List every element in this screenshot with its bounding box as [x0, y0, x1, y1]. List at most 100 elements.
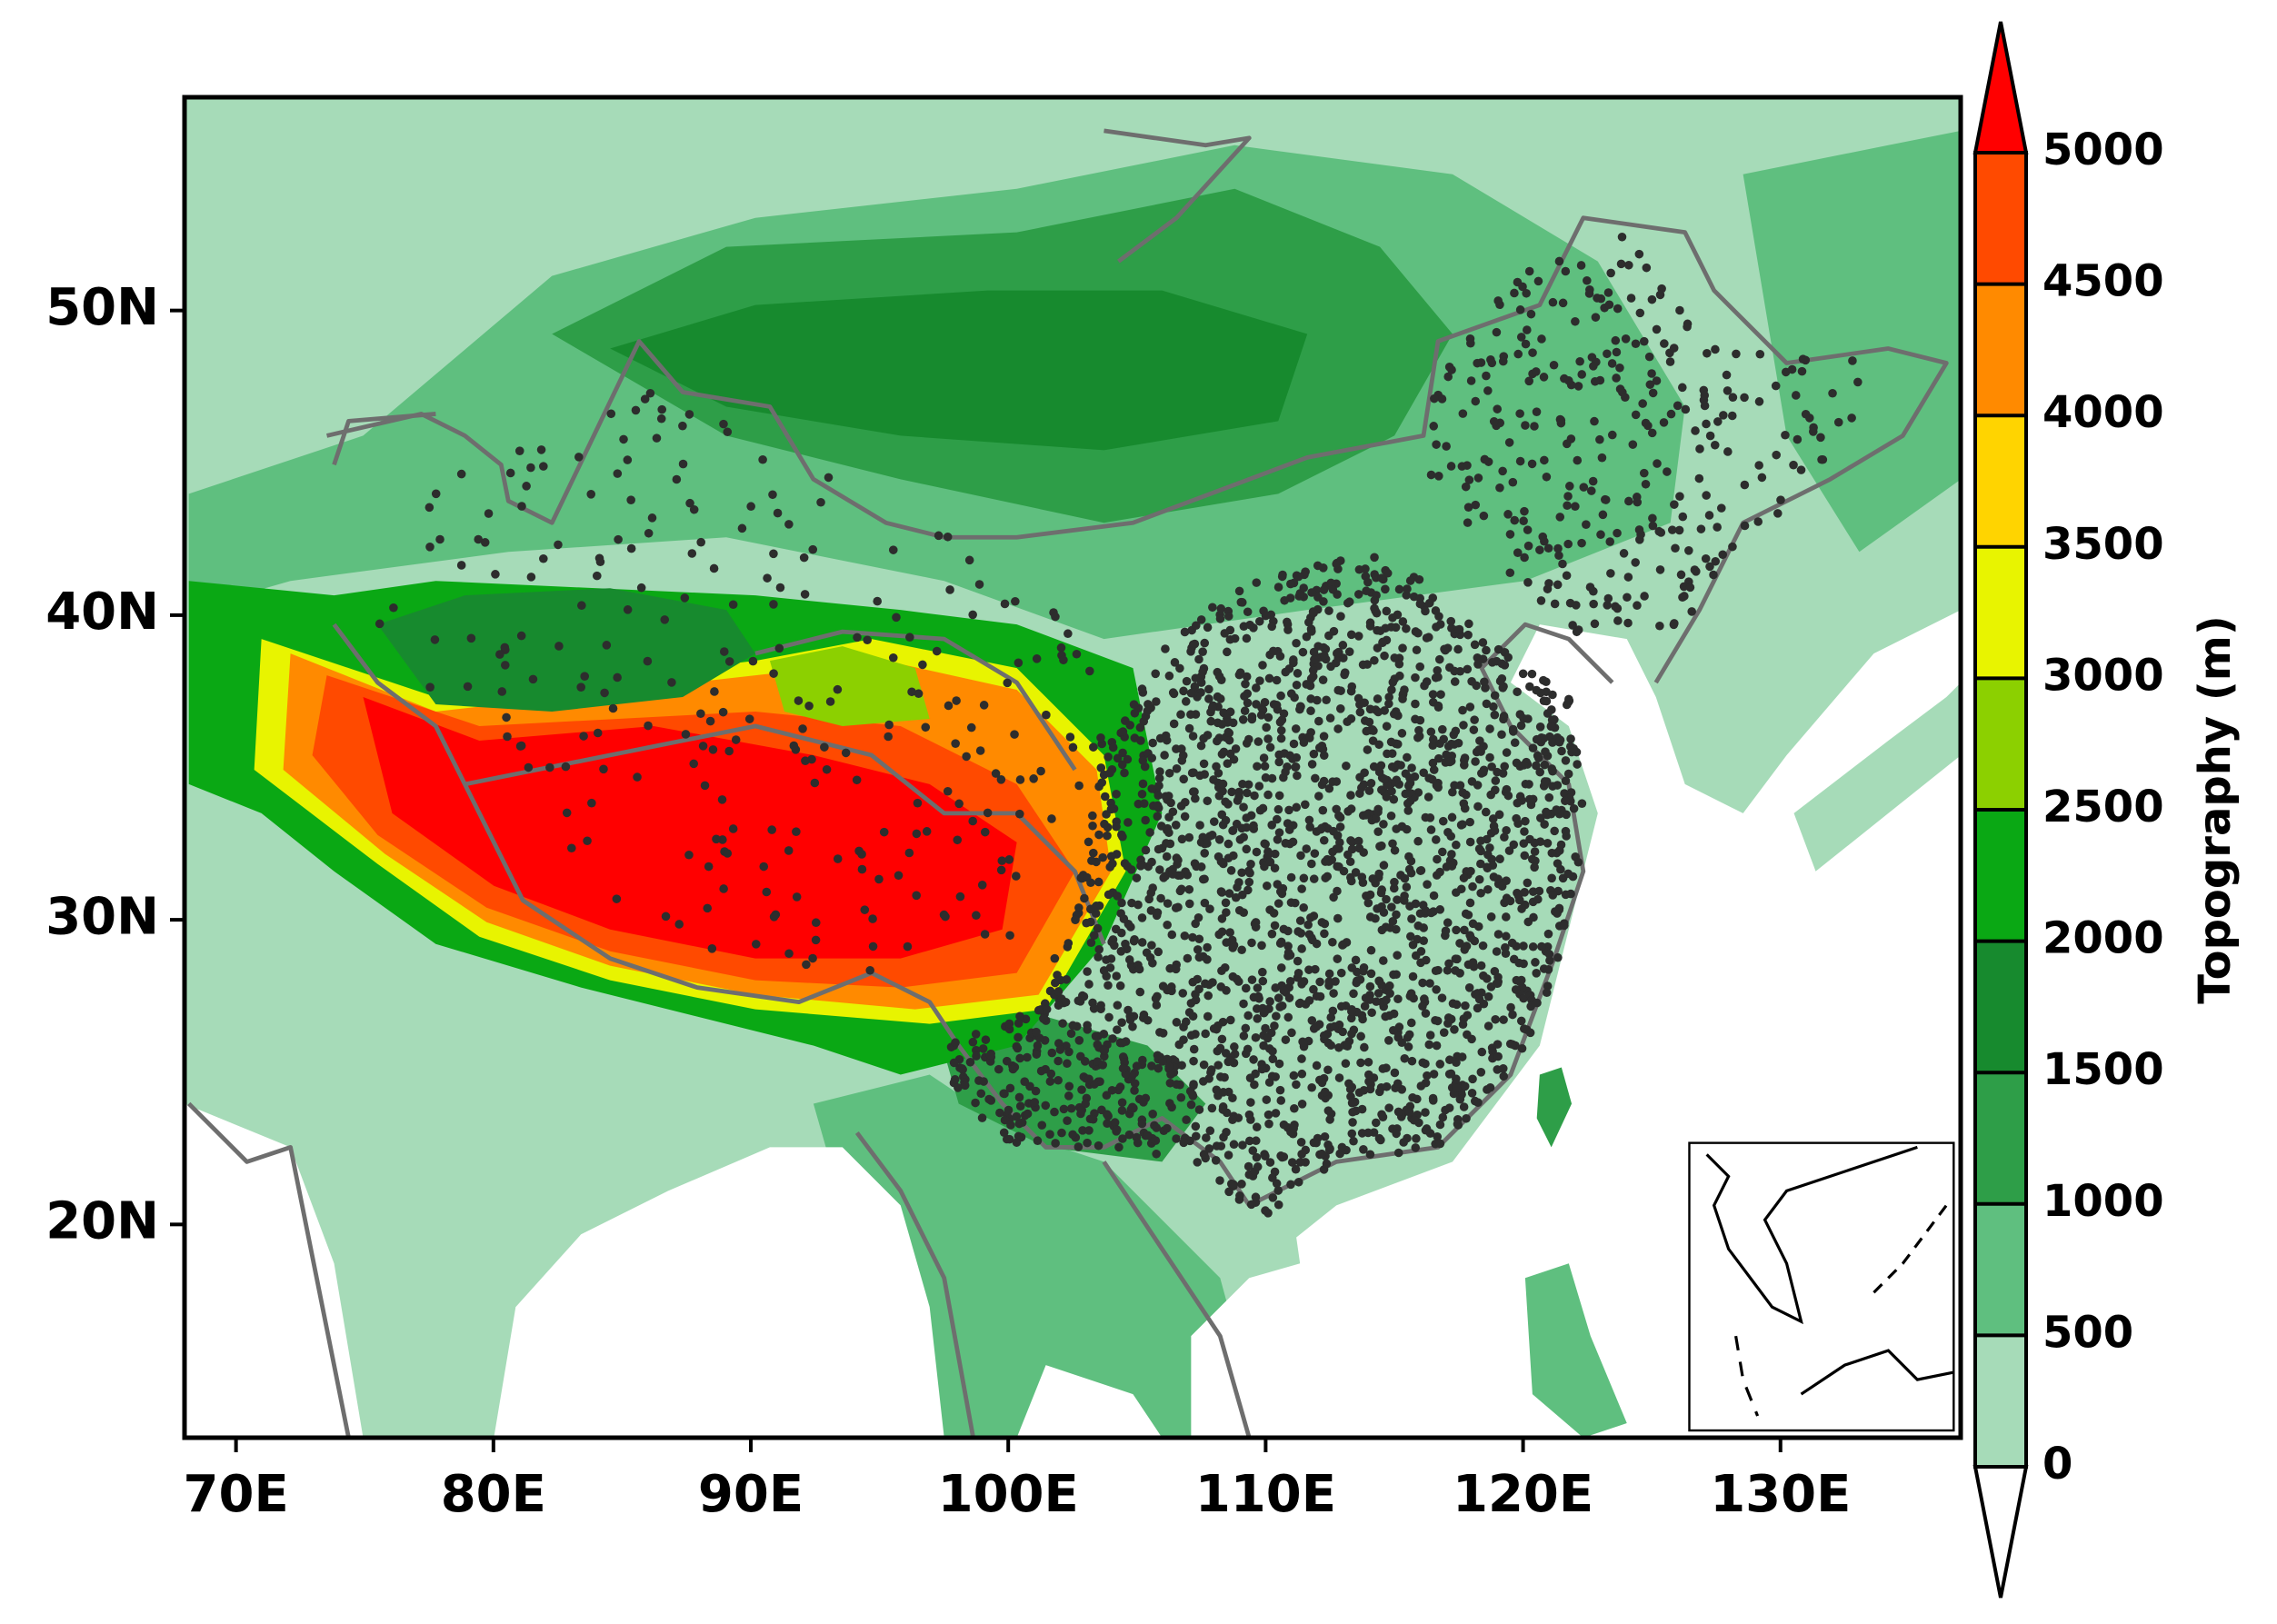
station-dot [680, 593, 690, 603]
station-dot [536, 445, 546, 454]
station-dot [1615, 384, 1625, 394]
station-dot [1437, 394, 1447, 404]
station-dot [1221, 797, 1230, 807]
station-dot [1728, 542, 1737, 552]
station-dot [1324, 969, 1334, 979]
station-dot [1180, 812, 1190, 822]
station-dot [811, 918, 821, 928]
station-dot [1502, 912, 1511, 922]
station-dot [1286, 898, 1296, 907]
station-dot [1297, 980, 1306, 989]
station-dot [1324, 977, 1333, 986]
colorbar-segment [1975, 678, 2026, 810]
station-dot [1421, 1125, 1431, 1135]
station-dot [1379, 861, 1389, 870]
station-dot [1058, 1019, 1067, 1028]
station-dot [1341, 1059, 1351, 1069]
station-dot [1344, 647, 1354, 656]
station-dot [1050, 1107, 1059, 1117]
station-dot [769, 549, 778, 559]
station-dot [1388, 677, 1398, 687]
station-dot [1493, 930, 1503, 939]
station-dot [430, 635, 440, 644]
station-dot [1500, 661, 1510, 670]
station-dot [1429, 765, 1439, 774]
station-dot [1397, 729, 1407, 738]
station-dot [1243, 1011, 1253, 1021]
station-dot [1454, 624, 1464, 634]
station-dot [857, 850, 866, 859]
station-dot [1012, 1041, 1022, 1051]
station-dot [1297, 1054, 1306, 1063]
station-dot [1547, 873, 1556, 883]
station-dot [1517, 904, 1526, 913]
station-dot [1237, 945, 1246, 955]
station-dot [719, 647, 729, 656]
station-dot [1068, 1021, 1078, 1031]
station-dot [1424, 598, 1434, 608]
station-dot [1438, 847, 1447, 857]
station-dot [1299, 873, 1309, 883]
station-dot [1297, 1069, 1307, 1079]
station-dot [728, 600, 738, 610]
station-dot [1358, 1014, 1367, 1024]
station-dot [703, 903, 713, 913]
station-dot [1064, 1091, 1074, 1101]
station-dot [1213, 736, 1222, 746]
station-dot [1421, 1108, 1430, 1117]
station-dot [1304, 617, 1313, 627]
station-dot [1378, 1064, 1388, 1073]
colorbar-segment [1975, 810, 2026, 942]
station-dot [1413, 1094, 1422, 1104]
station-dot [1530, 847, 1540, 856]
station-dot [1036, 766, 1045, 776]
station-dot [1434, 472, 1443, 481]
station-dot [1222, 1128, 1231, 1137]
station-dot [1247, 975, 1257, 984]
station-dot [1386, 811, 1396, 821]
station-dot [1117, 928, 1126, 938]
station-dot [978, 1044, 988, 1053]
station-dot [1012, 1111, 1022, 1121]
station-dot [1309, 608, 1318, 618]
station-dot [1429, 1070, 1439, 1079]
station-dot [1314, 716, 1323, 726]
station-dot [1310, 654, 1319, 664]
station-dot [1318, 805, 1328, 815]
station-dot [1398, 617, 1408, 626]
station-dot [1470, 640, 1480, 650]
station-dot [968, 816, 977, 826]
station-dot [995, 1108, 1004, 1118]
border [1102, 1161, 1252, 1439]
station-dot [1257, 941, 1266, 951]
station-dot [1513, 548, 1523, 557]
station-dot [1576, 261, 1586, 270]
station-dot [1565, 598, 1575, 608]
station-dot [614, 534, 623, 544]
station-dot [1566, 734, 1575, 743]
station-dot [1075, 997, 1085, 1006]
station-dot [1253, 1014, 1263, 1023]
station-dot [853, 633, 862, 643]
station-dot [1217, 1034, 1227, 1044]
station-dot [1500, 762, 1510, 772]
station-dot [1519, 993, 1528, 1003]
station-dot [1281, 667, 1291, 677]
station-dot [1353, 836, 1363, 846]
station-dot [1288, 837, 1298, 847]
station-dot [524, 762, 534, 772]
station-dot [1261, 1151, 1270, 1161]
station-dot [1228, 1115, 1237, 1125]
station-dot [1203, 623, 1213, 633]
station-dot [1573, 455, 1583, 465]
station-dot [1316, 824, 1326, 834]
station-dot [1243, 780, 1253, 790]
station-dot [1307, 588, 1316, 597]
map-area [184, 97, 1962, 1439]
station-dot [1232, 974, 1242, 984]
station-dot [1017, 1118, 1027, 1128]
station-dot [1524, 266, 1534, 276]
station-dot [1375, 842, 1384, 852]
station-dot [1543, 929, 1553, 939]
station-dot [1238, 1141, 1247, 1150]
